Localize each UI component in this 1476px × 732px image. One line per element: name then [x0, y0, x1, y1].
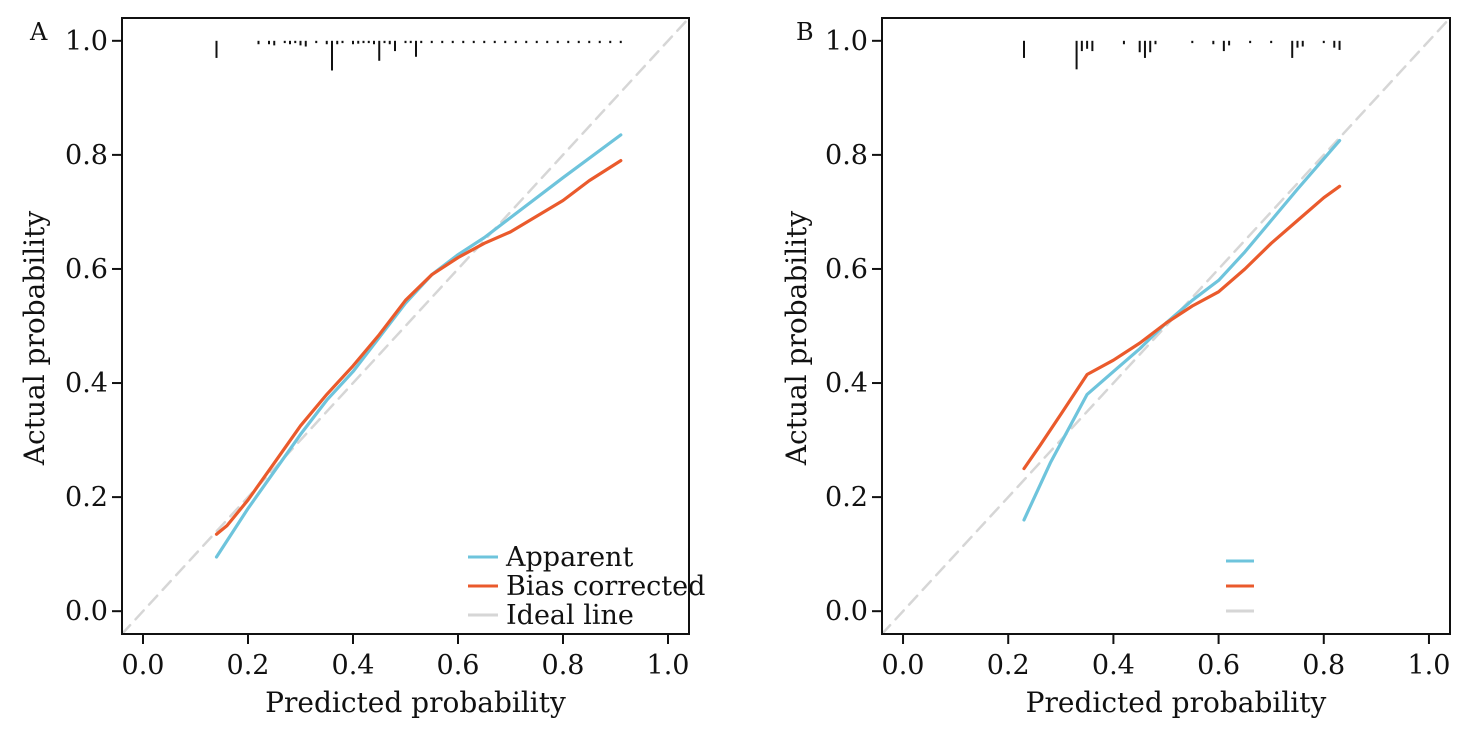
y-tick-label: 0.4 [825, 368, 868, 399]
series-line-bias-corrected [1022, 184, 1342, 471]
series-line-apparent [214, 133, 623, 559]
panel-letter: B [796, 18, 814, 46]
x-tick-label: 1.0 [1407, 650, 1450, 681]
x-tick-label: 0.0 [882, 650, 925, 681]
y-tick-label: 0.0 [65, 596, 108, 627]
legend-label: Bias corrected [506, 571, 705, 602]
y-tick-label: 0.2 [825, 482, 868, 513]
legend-label: Apparent [505, 542, 633, 573]
legend-label: Ideal line [506, 600, 634, 631]
series-line-bias-corrected [214, 159, 623, 536]
x-tick-label: 0.8 [1302, 650, 1345, 681]
y-tick-label: 1.0 [65, 26, 108, 57]
series-line-ideal [122, 18, 689, 634]
y-tick-label: 0.4 [65, 368, 108, 399]
y-tick-label: 0.8 [825, 140, 868, 171]
x-tick-label: 0.6 [1197, 650, 1240, 681]
calibration-panel-b: 0.0 0.2 0.4 0.6 0.8 1.0 0.0 0.2 0.4 0.6 0.8 1.0 Pred… [780, 17, 1451, 719]
x-tick-label: 0.8 [542, 650, 585, 681]
x-tick-label: 0.6 [437, 650, 480, 681]
x-tick-label: 1.0 [647, 650, 690, 681]
plot-frame [881, 17, 1451, 635]
series-line-apparent [1022, 139, 1342, 522]
x-tick-label: 0.4 [1092, 650, 1135, 681]
x-tick-label: 0.0 [122, 650, 165, 681]
panel-letter: A [29, 18, 48, 46]
y-tick-label: 0.6 [65, 254, 108, 285]
series-line-ideal [882, 18, 1450, 634]
y-tick-label: 0.2 [65, 482, 108, 513]
x-axis-label: Predicted probability [265, 686, 566, 719]
y-axis-label: Actual probability [780, 211, 813, 467]
plot-frame [121, 17, 690, 635]
y-tick-label: 0.0 [825, 596, 868, 627]
y-axis-label: Actual probability [18, 211, 51, 467]
y-tick-label: 0.6 [825, 254, 868, 285]
x-tick-label: 0.2 [227, 650, 270, 681]
calibration-panel-a: 0.0 0.2 0.4 0.6 0.8 1.0 0.0 0.2 0.4 0.6 0.8 1.0 Pred… [18, 17, 705, 719]
x-tick-label: 0.4 [332, 650, 375, 681]
y-tick-label: 1.0 [825, 26, 868, 57]
y-tick-label: 0.8 [65, 140, 108, 171]
x-tick-label: 0.2 [987, 650, 1030, 681]
x-axis-label: Predicted probability [1026, 686, 1327, 719]
